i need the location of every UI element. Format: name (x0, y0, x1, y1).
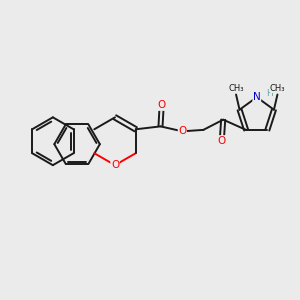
Text: H: H (266, 89, 272, 98)
Text: O: O (178, 126, 187, 136)
Text: CH₃: CH₃ (228, 84, 244, 93)
Text: O: O (111, 160, 119, 170)
Text: O: O (218, 136, 226, 146)
Text: CH₃: CH₃ (270, 84, 285, 93)
Text: N: N (253, 92, 261, 102)
Text: O: O (158, 100, 166, 110)
